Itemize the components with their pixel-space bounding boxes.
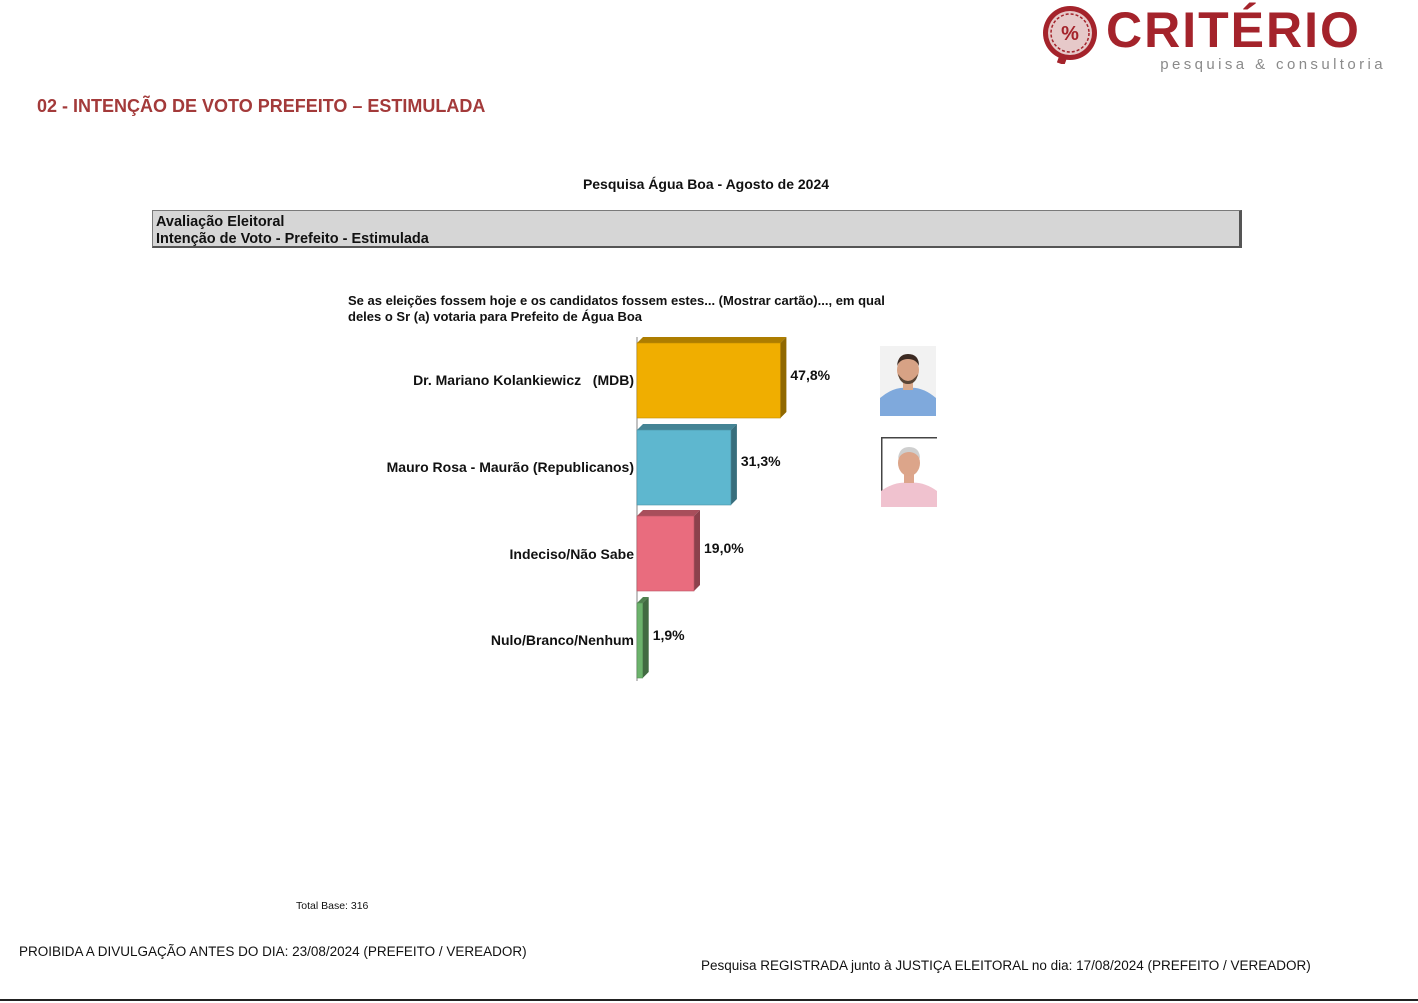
footer-disclosure-date: PROIBIDA A DIVULGAÇÃO ANTES DO DIA: 23/0… <box>19 944 527 959</box>
bar <box>636 429 732 506</box>
candidate-photo-mauro <box>881 437 937 507</box>
candidate-photo-mariano <box>880 346 936 416</box>
footer-registration: Pesquisa REGISTRADA junto à JUSTIÇA ELEI… <box>701 958 1311 973</box>
bar-top-face <box>637 424 737 430</box>
question-line-2: deles o Sr (a) votaria para Prefeito de … <box>348 309 643 324</box>
survey-question: Se as eleições fossem hoje e os candidat… <box>348 293 988 325</box>
bars-layer <box>636 337 787 681</box>
brand-logo: % CRITÉRIO pesquisa & consultoria <box>1040 2 1400 73</box>
chart-header-box: Avaliação Eleitoral Intenção de Voto - P… <box>152 210 1242 248</box>
bar-side-face <box>730 424 737 505</box>
bar-top-face <box>637 510 700 516</box>
category-label: Indeciso/Não Sabe <box>509 546 634 562</box>
bar <box>636 515 695 592</box>
bar-side-face <box>780 337 787 418</box>
category-label: Dr. Mariano Kolankiewicz (MDB) <box>413 372 634 388</box>
header-line-2: Intenção de Voto - Prefeito - Estimulada <box>156 231 429 247</box>
total-base: Total Base: 316 <box>296 900 369 912</box>
brand-tagline: pesquisa & consultoria <box>1160 56 1386 73</box>
bar-top-face <box>637 597 649 603</box>
bottom-rule <box>0 999 1418 1001</box>
bar-top-face <box>637 337 787 343</box>
header-line-1: Avaliação Eleitoral <box>156 214 285 230</box>
section-title: 02 - INTENÇÃO DE VOTO PREFEITO – ESTIMUL… <box>37 96 486 116</box>
bar-side-face <box>642 597 649 678</box>
bar <box>636 602 643 679</box>
category-label: Nulo/Branco/Nenhum <box>490 632 634 648</box>
seal-icon: % <box>1043 6 1097 64</box>
data-label: 1,9% <box>652 627 685 643</box>
data-label: 47,8% <box>790 367 831 383</box>
seal-glyph: % <box>1061 23 1079 45</box>
bar-side-face <box>694 510 700 591</box>
chart-title: Pesquisa Água Boa - Agosto de 2024 <box>582 176 830 192</box>
bar <box>636 342 781 419</box>
question-line-1: Se as eleições fossem hoje e os candidat… <box>348 293 885 308</box>
data-label: 19,0% <box>704 540 744 556</box>
brand-name: CRITÉRIO <box>1106 2 1361 58</box>
data-label: 31,3% <box>740 453 781 469</box>
category-label: Mauro Rosa - Maurão (Republicanos) <box>386 459 634 475</box>
